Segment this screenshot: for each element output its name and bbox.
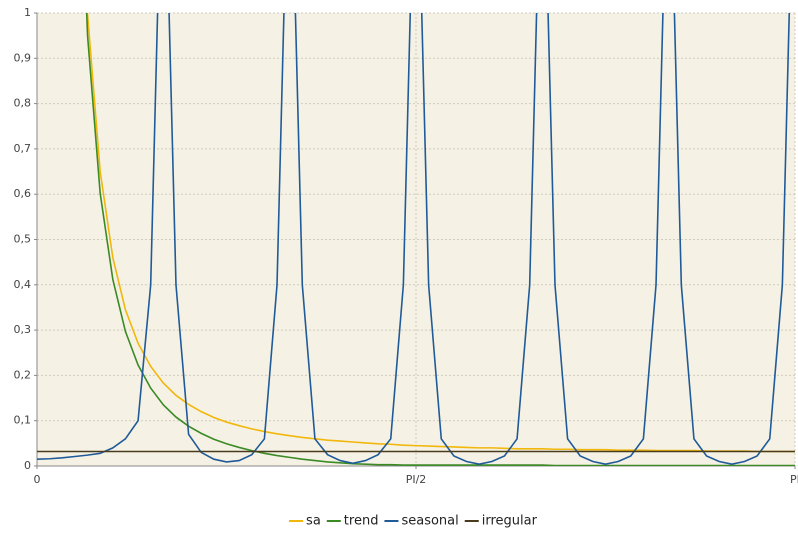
legend-label: seasonal: [401, 514, 458, 529]
y-tick-label: 1: [24, 6, 31, 19]
x-tick-label: PI: [790, 473, 798, 486]
x-tick-label: PI/2: [406, 473, 427, 486]
series-line: [85, 13, 795, 466]
x-tick-label: 0: [34, 473, 41, 486]
legend: sa trend seasonal irregular: [289, 514, 538, 529]
y-tick-label: 0,3: [14, 323, 32, 336]
y-tick-label: 0,1: [14, 414, 32, 427]
series-line: [86, 13, 795, 453]
legend-label: trend: [344, 514, 379, 529]
y-tick-label: 0,2: [14, 368, 32, 381]
y-tick-label: 0: [24, 459, 31, 472]
y-tick-label: 0,6: [14, 187, 32, 200]
plot-area: [37, 13, 795, 466]
y-tick-label: 0,4: [14, 278, 32, 291]
y-tick-label: 0,9: [14, 51, 32, 64]
y-tick-label: 0,5: [14, 233, 32, 246]
y-tick-label: 0,7: [14, 142, 32, 155]
legend-label: irregular: [482, 514, 538, 529]
legend-label: sa: [306, 514, 321, 529]
y-tick-label: 0,8: [14, 97, 32, 110]
